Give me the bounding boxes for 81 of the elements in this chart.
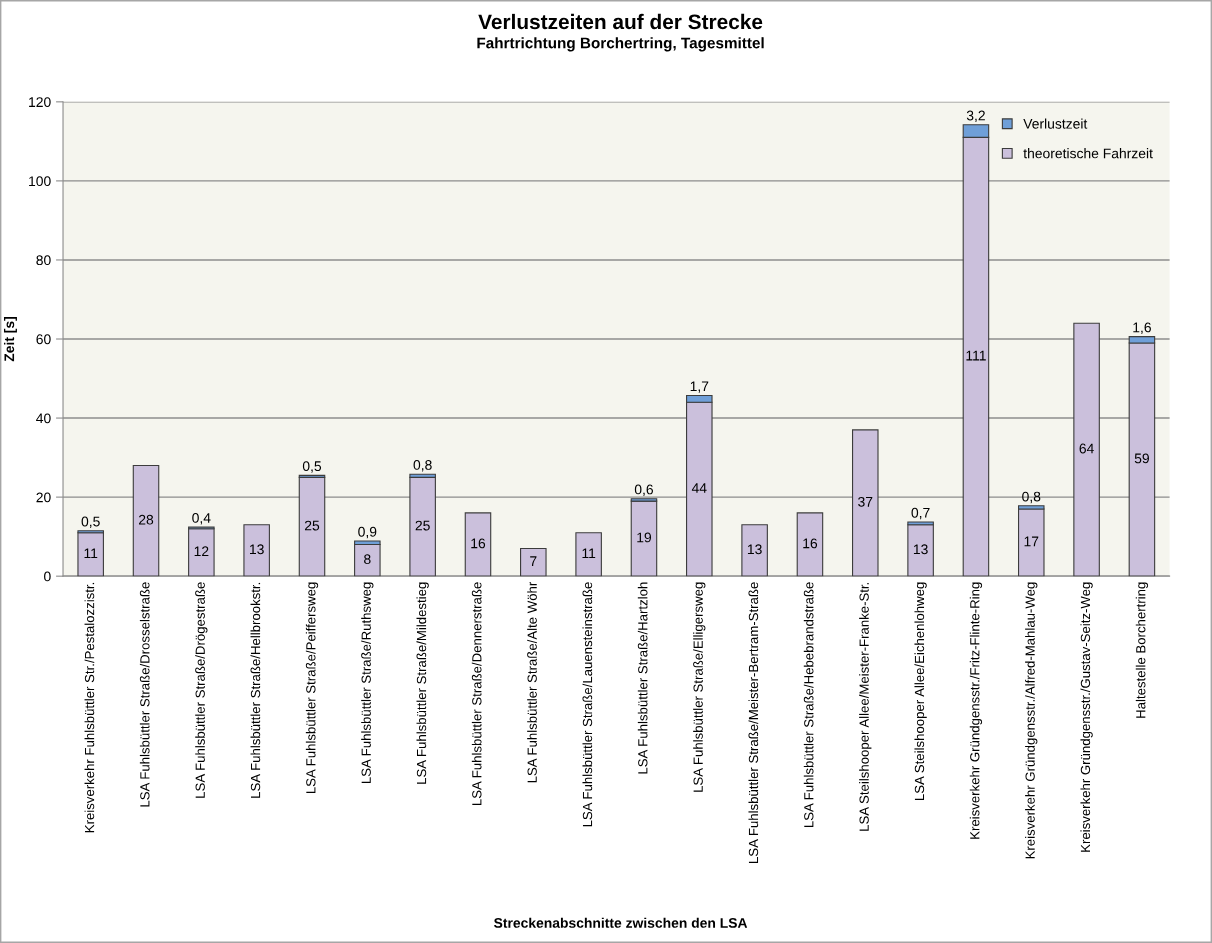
data-label: 0,5 <box>81 516 100 529</box>
data-label: 0,6 <box>634 484 654 497</box>
x-tick-label: LSA Fuhlsbüttler Straße/Mildestieg <box>416 582 429 784</box>
x-tick-label: LSA Steilshooper Allee/Eichenlohweg <box>914 582 927 800</box>
x-tick-label: LSA Fuhlsbüttler Straße/Meister-Bertram-Straße <box>748 582 759 863</box>
x-tick-label: Kreisverkehr Fuhlsbüttler Str./Pestalozzistr. <box>84 582 95 833</box>
x-tick-label: Kreisverkehr Gründgensstr./Fritz-Flinte-Ring <box>969 582 983 839</box>
x-tick-label: LSA Fuhlsbüttler Straße/Elligersweg <box>693 582 706 792</box>
data-label: 17 <box>1024 536 1039 547</box>
bar <box>630 500 658 577</box>
data-label: 11 <box>84 548 98 559</box>
x-tick-label: LSA Fuhlsbüttler Straße/Drögestraße <box>195 582 208 798</box>
data-label: 64 <box>1079 443 1094 454</box>
data-label: 1,6 <box>1133 322 1151 334</box>
data-label: 0,4 <box>192 513 211 525</box>
bar <box>464 512 492 577</box>
data-label: 28 <box>138 514 154 525</box>
data-label: 44 <box>691 483 707 493</box>
data-label: 25 <box>304 520 320 531</box>
data-label: 0,7 <box>911 507 930 520</box>
x-tick-label: LSA Fuhlsbüttler Straße/Ruthsweg <box>361 582 374 784</box>
x-tick-label: LSA Steilshooper Allee/Meister-Franke-Str. <box>859 582 872 831</box>
bar <box>188 528 215 577</box>
x-tick-label: LSA Fuhlsbüttler Straße/Lauensteinstraße <box>582 582 593 827</box>
data-label: 13 <box>250 544 264 555</box>
x-tick-label: LSA Fuhlsbüttler Straße/Hebebrandstraße <box>803 582 814 828</box>
data-label: 11 <box>582 548 596 559</box>
bar <box>851 429 879 577</box>
y-axis-title: Zeit [s] <box>3 317 17 362</box>
data-label: 59 <box>1134 453 1149 464</box>
y-tick-label: 0 <box>44 571 51 582</box>
bar <box>520 547 547 577</box>
bar <box>354 543 381 577</box>
x-tick-label: LSA Fuhlsbüttler Straße/Peiffersweg <box>305 582 319 794</box>
data-label: 25 <box>415 520 430 531</box>
data-label: 19 <box>637 532 652 543</box>
x-tick-label: LSA Fuhlsbüttler Straße/Drosselstraße <box>139 582 150 807</box>
y-tick-label: 120 <box>29 97 51 108</box>
legend-label: theoretische Fahrzeit <box>1023 148 1153 159</box>
data-label: 13 <box>747 544 762 555</box>
bar <box>409 476 436 577</box>
bar <box>907 524 934 577</box>
data-label: 13 <box>913 544 928 555</box>
data-label: 3,2 <box>966 110 985 123</box>
data-label: 12 <box>194 546 209 557</box>
x-tick-label: LSA Fuhlsbüttler Straße/Alte Wöhr <box>527 581 537 783</box>
y-tick-label: 40 <box>36 413 51 424</box>
x-tick-label: Kreisverkehr Gründgensstr./Alfred-Mahlau-Weg <box>1025 582 1038 859</box>
y-tick-label: 80 <box>36 255 51 266</box>
chart-title: Verlustzeiten auf der Strecke <box>478 13 763 30</box>
bar <box>243 524 270 577</box>
x-tick-label: LSA Fuhlsbüttler Straße/Dennerstraße <box>471 582 482 806</box>
bar <box>575 532 602 577</box>
data-label: 0,5 <box>302 461 322 473</box>
legend-label: Verlustzeit <box>1023 118 1088 129</box>
data-label: 1,7 <box>690 381 709 393</box>
x-tick-label: LSA Fuhlsbüttler Straße/Hellbrookstr. <box>250 582 261 798</box>
bar <box>1017 508 1045 577</box>
bar <box>796 512 824 577</box>
data-label: 0,8 <box>413 460 432 472</box>
x-axis-title: Streckenabschnitte zwischen den LSA <box>493 917 748 928</box>
data-label: 16 <box>471 538 486 549</box>
bar <box>132 464 160 577</box>
bar <box>741 524 768 577</box>
y-tick-label: 20 <box>36 492 51 503</box>
data-label: 111 <box>966 350 986 361</box>
data-label: 0,9 <box>358 526 377 539</box>
chart-subtitle: Fahrtrichtung Borchertring, Tagesmittel <box>477 37 764 52</box>
bar <box>1073 322 1100 577</box>
data-label: 37 <box>858 496 873 507</box>
bar <box>77 532 104 577</box>
x-tick-label: Haltestelle Borchertring <box>1135 582 1149 718</box>
data-label: 7 <box>530 556 537 566</box>
y-tick-label: 100 <box>29 176 51 187</box>
y-tick-label: 60 <box>36 334 51 345</box>
data-label: 0,8 <box>1022 491 1041 504</box>
x-tick-label: Kreisverkehr Gründgensstr./Gustav-Seitz-Weg <box>1080 582 1093 852</box>
data-label: 16 <box>803 538 818 549</box>
x-tick-label: LSA Fuhlsbüttler Straße/Hartzloh <box>637 582 648 774</box>
bar <box>298 476 326 577</box>
data-label: 8 <box>364 554 371 565</box>
